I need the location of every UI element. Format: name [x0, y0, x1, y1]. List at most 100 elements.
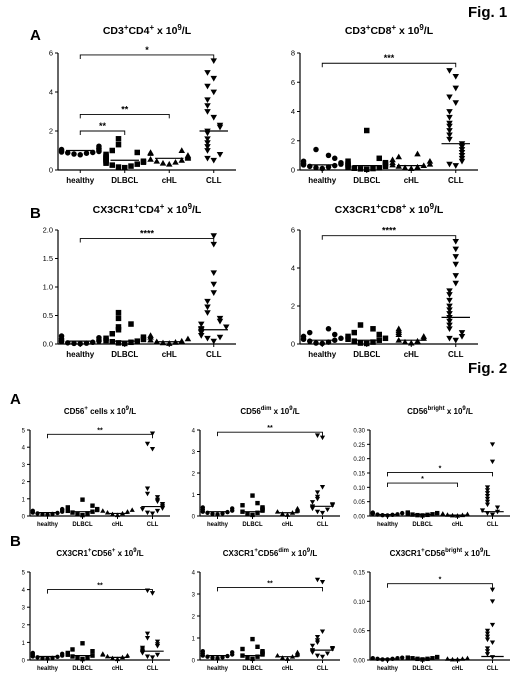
data-point-healthy	[332, 155, 338, 162]
data-point-healthy	[300, 333, 307, 340]
data-point-cll	[319, 629, 326, 634]
chart-title-part-mid: CD4	[128, 25, 149, 37]
y-tick-label: 3	[192, 450, 196, 456]
category-label-chl: cHL	[282, 666, 294, 672]
data-point-cll	[452, 246, 459, 253]
data-point-healthy	[210, 655, 215, 660]
y-tick-label: 0.00	[353, 659, 365, 665]
data-point-healthy	[60, 506, 65, 512]
data-point-cll	[446, 136, 453, 143]
data-point-cll	[458, 147, 466, 153]
y-tick-label: 6	[49, 49, 53, 58]
chart-title-part-sup2: +	[149, 23, 154, 32]
data-point-cll	[458, 333, 466, 340]
data-point-healthy	[325, 326, 332, 332]
data-point-cll	[446, 114, 453, 121]
data-point-cll	[314, 490, 321, 495]
data-point-cll	[484, 637, 491, 643]
data-point-chl	[284, 656, 291, 661]
chart-title-part-main: CX3CR1	[223, 549, 255, 558]
data-point-cll	[309, 643, 316, 649]
data-point-dlbcl	[357, 340, 364, 346]
significance-label: **	[267, 580, 273, 587]
data-point-dlbcl	[351, 338, 357, 344]
data-point-cll	[314, 494, 321, 500]
chart-title-part-main: CX3CR1	[93, 204, 135, 216]
chart-title-part-sup1: +	[366, 23, 371, 32]
data-point-dlbcl	[90, 503, 95, 508]
y-tick-label: 0	[192, 515, 196, 521]
chart-title-part-unit: x 10	[406, 204, 430, 216]
data-point-dlbcl	[240, 646, 245, 652]
chart-title: CX3CR1+CD56dim x 109/L	[223, 548, 318, 558]
chart-f2b2: CX3CR1+CD56dim x 109/L 0 1 2 3 4 healthy DLBCL c…	[192, 548, 340, 672]
y-tick-label: 1	[22, 497, 26, 503]
data-point-cll	[484, 485, 491, 490]
data-point-healthy	[325, 152, 332, 159]
significance-bracket	[47, 433, 153, 439]
significance-label: **	[97, 583, 103, 590]
chart-title-part-mid: CD8	[370, 25, 391, 37]
category-label-dlbcl: DLBCL	[242, 666, 263, 672]
data-point-cll	[198, 326, 205, 332]
data-point-dlbcl	[80, 512, 85, 518]
data-point-cll	[452, 280, 459, 287]
y-tick-label: 0.30	[353, 429, 365, 435]
data-point-chl	[444, 656, 451, 661]
chart-title: CD3+CD8+ x 109/L	[345, 23, 434, 37]
data-point-chl	[147, 332, 154, 338]
data-point-healthy	[40, 512, 45, 517]
chart-title-part-mid: CD8	[381, 204, 402, 216]
data-point-cll	[154, 497, 161, 503]
chart-title: CD56+ cells x 109/L	[64, 406, 136, 416]
significance-label: *	[439, 465, 442, 472]
y-tick-label: 1	[22, 641, 26, 647]
data-point-chl	[395, 325, 402, 332]
data-point-cll	[446, 109, 453, 115]
data-point-cll	[484, 652, 491, 657]
data-point-cll	[452, 273, 459, 279]
data-point-chl	[166, 160, 173, 167]
data-point-healthy	[40, 656, 45, 661]
data-point-cll	[319, 435, 326, 441]
chart-title: CD3+CD4+ x 109/L	[103, 23, 192, 37]
data-point-cll	[446, 120, 453, 127]
data-point-healthy	[71, 340, 77, 347]
data-point-cll	[446, 322, 453, 329]
data-point-cll	[446, 303, 453, 310]
data-point-cll	[204, 136, 211, 143]
significance-bracket	[79, 238, 215, 243]
data-point-healthy	[215, 512, 220, 517]
chart-title-part-mid: cells	[88, 407, 109, 416]
category-label-healthy: healthy	[207, 666, 229, 672]
data-point-cll	[149, 655, 156, 660]
significance-bracket	[79, 54, 215, 59]
data-point-chl	[184, 335, 192, 342]
y-tick-label: 0	[49, 166, 53, 175]
data-point-cll	[484, 511, 491, 516]
data-point-chl	[147, 156, 154, 162]
data-point-healthy	[332, 162, 338, 169]
category-label-dlbcl: DLBCL	[412, 666, 433, 672]
data-point-healthy	[319, 340, 325, 347]
significance-bracket	[321, 235, 457, 240]
significance-bracket	[387, 583, 493, 588]
y-tick-label: 0.15	[353, 472, 365, 478]
category-label-healthy: healthy	[66, 176, 95, 185]
chart-title: CX3CR1+CD56+ x 109/L	[56, 548, 143, 558]
data-point-cll	[446, 318, 453, 325]
fig2-panel-b-letter: B	[10, 533, 21, 550]
data-point-dlbcl	[240, 503, 245, 508]
data-point-dlbcl	[405, 510, 410, 515]
y-tick-label: 0	[22, 515, 26, 521]
data-point-cll	[446, 128, 453, 134]
chart-title-part-sup1: +	[376, 202, 381, 211]
y-tick-label: 0	[291, 166, 295, 175]
chart-title-part-tail: /L	[293, 407, 300, 416]
data-point-dlbcl	[405, 655, 410, 660]
data-point-cll	[489, 512, 496, 518]
data-point-chl	[395, 153, 402, 160]
data-point-healthy	[338, 335, 344, 342]
